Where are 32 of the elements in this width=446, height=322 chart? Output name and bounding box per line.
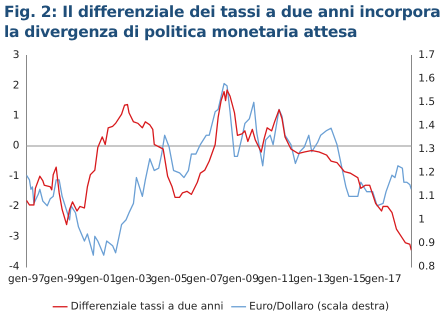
x-tick-label: gen-97 [8,272,45,285]
x-tick-label: gen-01 [79,272,116,285]
x-tick-label: gen-09 [222,272,259,285]
y2-tick-label: 0.9 [418,237,436,250]
y2-tick-label: 1.6 [418,72,436,85]
x-tick-label: gen-99 [44,272,81,285]
x-tick-label: gen-17 [364,272,402,285]
x-tick-label: gen-03 [114,272,152,285]
legend-label: Euro/Dollaro (scala destra) [249,300,390,312]
y2-tick-label: 1.3 [418,143,436,156]
x-tick-label: gen-11 [258,272,295,285]
y2-tick-label: 1 [418,214,425,226]
y-tick-label: -2 [8,200,20,212]
x-tick-label: gen-05 [150,272,188,285]
y-tick-label: -4 [8,260,20,273]
y2-tick-label: 1.4 [418,120,436,132]
y-tick-label: -3 [8,230,20,242]
y-tick-label: 2 [12,79,20,92]
y-tick-label: 3 [12,49,20,62]
legend-label: Differenziale tassi a due anni [70,300,224,312]
chart-title: Fig. 2: Il differenziale dei tassi a due anni incorpora la divergenza di politica monetaria attesa [4,2,442,42]
y2-tick-label: 0.8 [418,260,436,273]
x-tick-label: gen-15 [328,272,366,285]
y-tick-label: 0 [12,140,20,152]
x-tick-label: gen-07 [186,272,224,285]
y2-tick-label: 1.2 [418,166,436,179]
y2-tick-label: 1.1 [418,190,436,202]
y-tick-label: -1 [8,170,20,182]
y2-tick-label: 1.5 [418,96,436,108]
x-tick-label: gen-13 [293,272,330,285]
y2-tick-label: 1.7 [418,49,436,62]
y-tick-label: 1 [12,109,20,122]
